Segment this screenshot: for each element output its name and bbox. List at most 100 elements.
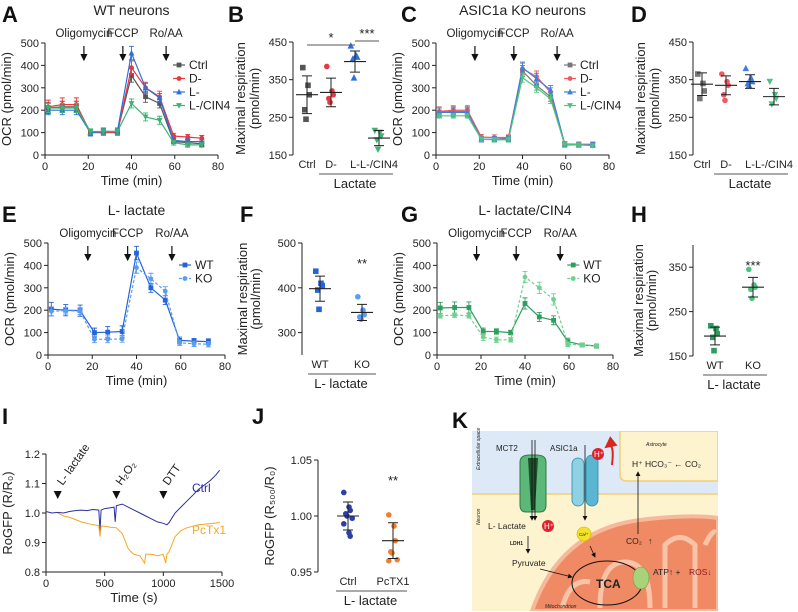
panel-label-j: J bbox=[252, 404, 264, 429]
panel-label-f: F bbox=[240, 202, 253, 227]
x-tick-label: 1000 bbox=[151, 578, 175, 590]
x-tick-label: 20 bbox=[475, 361, 487, 373]
x-tick-label: 40 bbox=[519, 361, 531, 373]
data-point bbox=[547, 96, 554, 103]
proton-icon bbox=[542, 520, 554, 532]
proton-label: H⁺ bbox=[594, 450, 604, 459]
atp-synthase-icon bbox=[632, 566, 650, 590]
y-tick-label: 400 bbox=[413, 260, 431, 272]
treatment-label: L- lactate bbox=[55, 442, 92, 488]
x-tick-label: 20 bbox=[473, 161, 485, 173]
y-tick-label: 100 bbox=[413, 328, 431, 340]
significance-marker: *** bbox=[745, 258, 760, 273]
chart-panel-h: 150 250 350 Maximal respiration(pmol/min) WT… bbox=[631, 244, 767, 392]
calcium-label: Ca²⁺ bbox=[579, 532, 589, 537]
data-point bbox=[45, 105, 52, 112]
data-point bbox=[305, 82, 311, 89]
data-point bbox=[700, 80, 706, 87]
x-axis-label: Time (s) bbox=[110, 590, 157, 605]
legend-label: L- bbox=[189, 85, 200, 99]
series-label: Ctrl bbox=[192, 481, 211, 495]
category-label: D- bbox=[325, 159, 337, 171]
asic1a-label: ASIC1a bbox=[550, 444, 578, 453]
significance-marker: ** bbox=[357, 256, 367, 271]
category-label: Ctrl bbox=[339, 576, 356, 588]
data-point bbox=[478, 136, 485, 143]
series-ctrl: Ctrl bbox=[436, 58, 599, 148]
y-tick-label: 300 bbox=[21, 83, 39, 95]
x-tick-label: 80 bbox=[603, 161, 615, 173]
group-pctx1 bbox=[382, 512, 404, 564]
data-point bbox=[748, 286, 754, 293]
x-tick-label: 80 bbox=[607, 361, 619, 373]
y-axis-label: (pmol/min) bbox=[247, 68, 262, 129]
category-label: WT bbox=[311, 359, 328, 371]
sd-error-bar bbox=[697, 72, 707, 96]
data-point bbox=[713, 325, 719, 332]
treatment-label: Oligomycin bbox=[59, 228, 116, 240]
data-point bbox=[206, 341, 211, 347]
chart-title: ASIC1a KO neurons bbox=[459, 2, 586, 18]
asic1a-channel-icon bbox=[571, 445, 599, 521]
data-point bbox=[157, 101, 163, 106]
data-point bbox=[565, 341, 571, 347]
y-tick-label: 450 bbox=[269, 37, 287, 49]
data-point bbox=[749, 295, 755, 302]
data-point bbox=[536, 285, 542, 291]
data-point bbox=[377, 133, 385, 140]
y-tick-label: 1.00 bbox=[291, 511, 312, 523]
data-point bbox=[315, 287, 321, 293]
data-point bbox=[87, 129, 94, 135]
data-point bbox=[494, 337, 499, 343]
y-axis-label: OCR (pmol/min) bbox=[391, 252, 406, 346]
treatment-label: DTT bbox=[161, 463, 184, 488]
series-wt: WT bbox=[48, 245, 214, 345]
series-l-cin4: L-/CIN4 bbox=[45, 99, 231, 149]
arrow-icon bbox=[589, 545, 596, 558]
data-point bbox=[128, 101, 135, 107]
data-point bbox=[142, 114, 149, 121]
data-point bbox=[313, 268, 319, 275]
data-point bbox=[722, 97, 728, 104]
x-tick-label: 60 bbox=[560, 161, 572, 173]
feedback-arrow-icon bbox=[604, 436, 618, 466]
category-label: D- bbox=[720, 159, 732, 171]
chart-panel-g: 0 20 40 60 80 0 100 200 300 400 500 Time (min) OCR (… bbox=[391, 202, 619, 388]
sd-error-bar bbox=[721, 75, 731, 96]
y-tick-label: 400 bbox=[24, 260, 42, 272]
x-tick-label: 1500 bbox=[210, 578, 234, 590]
data-point bbox=[547, 86, 554, 93]
data-point bbox=[386, 512, 392, 518]
group-label: L- lactate bbox=[707, 377, 760, 392]
legend-label: Ctrl bbox=[189, 58, 208, 72]
data-point bbox=[142, 84, 149, 91]
data-point bbox=[300, 64, 306, 71]
x-tick-label: 0 bbox=[45, 361, 51, 373]
data-point bbox=[536, 314, 542, 320]
data-point bbox=[128, 49, 135, 56]
y-axis-label: OCR (pmol/min) bbox=[2, 252, 17, 346]
legend-label: WT bbox=[195, 258, 214, 272]
panel-label-b: B bbox=[228, 2, 244, 27]
treatment-label: Ro/AA bbox=[149, 28, 183, 40]
data-point bbox=[148, 285, 154, 291]
data-point bbox=[349, 515, 356, 522]
data-point bbox=[156, 117, 163, 124]
sd-error-bar bbox=[326, 77, 336, 108]
category-label: Ctrl bbox=[298, 159, 315, 171]
data-point bbox=[148, 276, 154, 282]
sd-error-bar bbox=[388, 522, 398, 560]
x-tick-label: 40 bbox=[125, 161, 137, 173]
data-point bbox=[508, 330, 514, 335]
treatment-label: FCCP bbox=[107, 28, 139, 40]
treatment-label: Ro/AA bbox=[544, 228, 578, 240]
data-point bbox=[341, 521, 347, 527]
data-point bbox=[129, 65, 134, 71]
treatment-marker-icon bbox=[159, 491, 168, 499]
legend-label: L- bbox=[580, 85, 591, 99]
series-ctrl: Ctrl bbox=[45, 469, 221, 531]
treatment-marker-icon bbox=[53, 491, 62, 499]
sd-error-bar bbox=[315, 275, 325, 302]
group-ctrl bbox=[691, 71, 713, 102]
category-label: KO bbox=[354, 359, 370, 371]
